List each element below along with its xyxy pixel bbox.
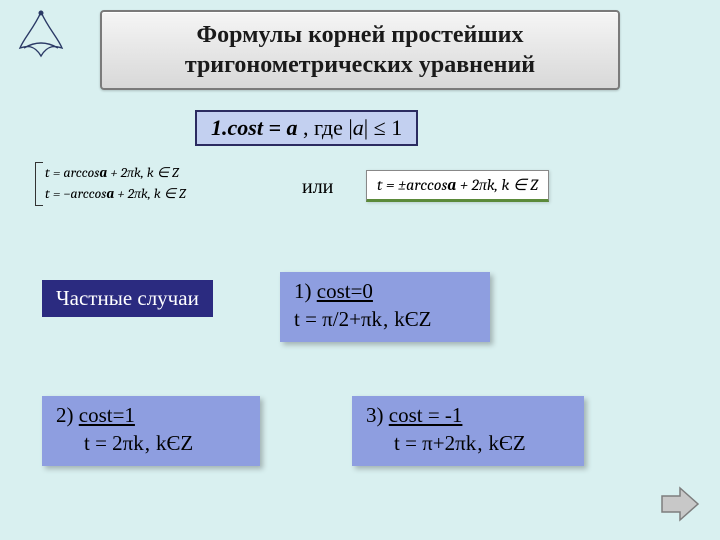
or-label: или bbox=[302, 176, 333, 199]
eq-suffix: | ≤ 1 bbox=[364, 115, 402, 140]
formula-left-line1: t = arccosa + 2πk, k ∈ Z bbox=[45, 162, 186, 183]
logo-icon bbox=[14, 8, 68, 62]
case3-head: 3) cost = -1 bbox=[366, 401, 570, 429]
page-title-box: Формулы корней простейших тригонометриче… bbox=[100, 10, 620, 90]
equation-header: 1.cost = a , где |a| ≤ 1 bbox=[195, 110, 418, 146]
case-box-2: 2) cost=1 t = 2πk‚ kЄZ bbox=[42, 396, 260, 466]
case-box-1: 1) cost=0 t = π/2+πk‚ kЄZ bbox=[280, 272, 490, 342]
case-box-3: 3) cost = -1 t = π+2πk‚ kЄZ bbox=[352, 396, 584, 466]
private-cases-label: Частные случаи bbox=[42, 280, 213, 317]
formula-combined-right: t = ±arccosa + 2πk, k ∈ Z bbox=[366, 170, 549, 202]
eq-absvar: a bbox=[353, 115, 364, 140]
title-line-1: Формулы корней простейших bbox=[118, 20, 602, 50]
system-bracket-icon bbox=[35, 162, 43, 206]
title-line-2: тригонометрических уравнений bbox=[118, 50, 602, 80]
case1-body: t = π/2+πk‚ kЄZ bbox=[294, 305, 476, 333]
case3-body: t = π+2πk‚ kЄZ bbox=[394, 429, 570, 457]
eq-mid: , где | bbox=[297, 115, 352, 140]
formula-system-left: t = arccosa + 2πk, k ∈ Z t = −arccosa + … bbox=[45, 162, 186, 204]
formula-left-line2: t = −arccosa + 2πk, k ∈ Z bbox=[45, 183, 186, 204]
case2-head: 2) cost=1 bbox=[56, 401, 246, 429]
case2-body: t = 2πk‚ kЄZ bbox=[84, 429, 246, 457]
next-arrow-button[interactable] bbox=[658, 484, 702, 524]
eq-prefix: 1.cost = a bbox=[211, 115, 297, 140]
case1-head: 1) cost=0 bbox=[294, 277, 476, 305]
